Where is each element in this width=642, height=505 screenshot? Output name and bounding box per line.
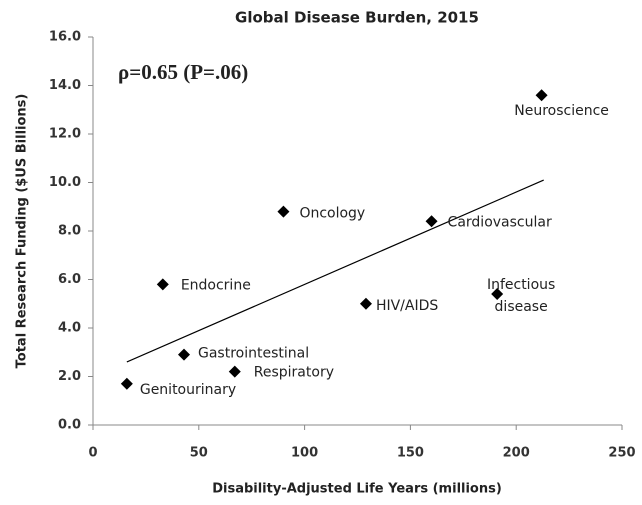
y-tick-label: 6.0 [58, 272, 81, 287]
point [177, 348, 190, 361]
y-tick-label: 12.0 [49, 127, 81, 142]
y-tick-label: 10.0 [49, 175, 81, 190]
x-tick-label: 150 [397, 446, 424, 461]
x-tick-label: 50 [190, 446, 208, 461]
trendline [126, 179, 544, 363]
point-label: HIV/AIDS [376, 298, 438, 314]
point-label: Neuroscience [514, 103, 609, 119]
y-axis-label: Total Research Funding ($US Billions) [15, 94, 30, 369]
annotation: ρ=0.65 (P=.06) [118, 60, 248, 84]
point [491, 288, 504, 301]
point [425, 215, 438, 228]
y-tick-label: 14.0 [49, 78, 81, 93]
point [535, 89, 548, 102]
point [120, 377, 133, 390]
point-label: Gastrointestinal [198, 346, 309, 362]
x-tick-label: 0 [88, 446, 97, 461]
x-tick-label: 200 [503, 446, 530, 461]
point-label-text: Infectious disease [486, 277, 556, 316]
point [359, 297, 372, 310]
x-tick-label: 250 [608, 446, 635, 461]
point [156, 278, 169, 291]
point-label: Respiratory [254, 365, 334, 381]
x-axis-label: Disability-Adjusted Life Years (millions… [212, 482, 502, 497]
point-label: Endocrine [181, 277, 251, 293]
y-tick-label: 16.0 [49, 30, 81, 45]
y-tick-label: 0.0 [58, 418, 81, 433]
point-label: Cardiovascular [448, 214, 552, 230]
x-tick-label: 100 [291, 446, 318, 461]
y-tick-label: 2.0 [58, 369, 81, 384]
point [277, 205, 290, 218]
point-label: Infectious disease [486, 277, 556, 316]
chart-title: Global Disease Burden, 2015 [235, 9, 479, 27]
point-label: Oncology [299, 206, 365, 222]
point-label: Genitourinary [140, 382, 236, 398]
y-tick-label: 8.0 [58, 224, 81, 239]
point [228, 365, 241, 378]
y-tick-label: 4.0 [58, 321, 81, 336]
